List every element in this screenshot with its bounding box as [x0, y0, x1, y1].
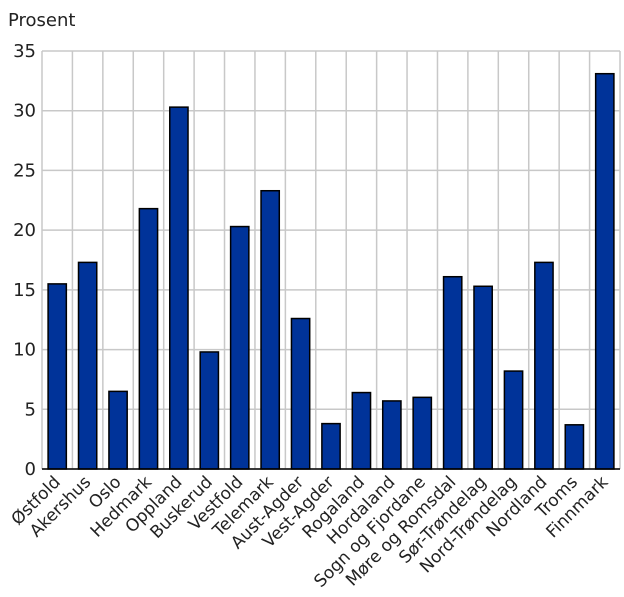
grid — [41, 50, 621, 470]
y-tick-labels: 0 5 10 15 20 25 30 35 — [13, 41, 36, 480]
bar — [351, 391, 372, 470]
y-tick-label: 25 — [13, 160, 36, 181]
y-tick-label: 10 — [13, 340, 36, 361]
y-tick-label: 0 — [25, 459, 36, 480]
bar — [229, 225, 250, 470]
bar — [381, 400, 402, 470]
y-tick-label: 20 — [13, 220, 36, 241]
bar — [503, 370, 524, 470]
bar — [199, 351, 220, 470]
bar — [260, 189, 281, 470]
y-tick-label: 5 — [25, 399, 36, 420]
y-tick-label: 30 — [13, 101, 36, 122]
bar — [108, 390, 128, 470]
bar — [564, 424, 585, 470]
bar — [594, 72, 615, 470]
bars — [47, 72, 615, 470]
x-tick-labels: ØstfoldAkershusOsloHedmarkOpplandBuskeru… — [8, 472, 613, 591]
bar — [473, 285, 493, 470]
bar — [412, 396, 433, 470]
bar — [290, 317, 311, 470]
bar — [534, 261, 554, 470]
bar — [77, 261, 98, 470]
bar — [442, 275, 463, 470]
bar — [321, 422, 341, 470]
y-tick-label: 35 — [13, 41, 36, 62]
y-tick-label: 15 — [13, 280, 36, 301]
bar — [47, 283, 68, 470]
bar — [138, 207, 159, 470]
y-axis-label: Prosent — [8, 10, 75, 31]
bar — [169, 106, 189, 470]
